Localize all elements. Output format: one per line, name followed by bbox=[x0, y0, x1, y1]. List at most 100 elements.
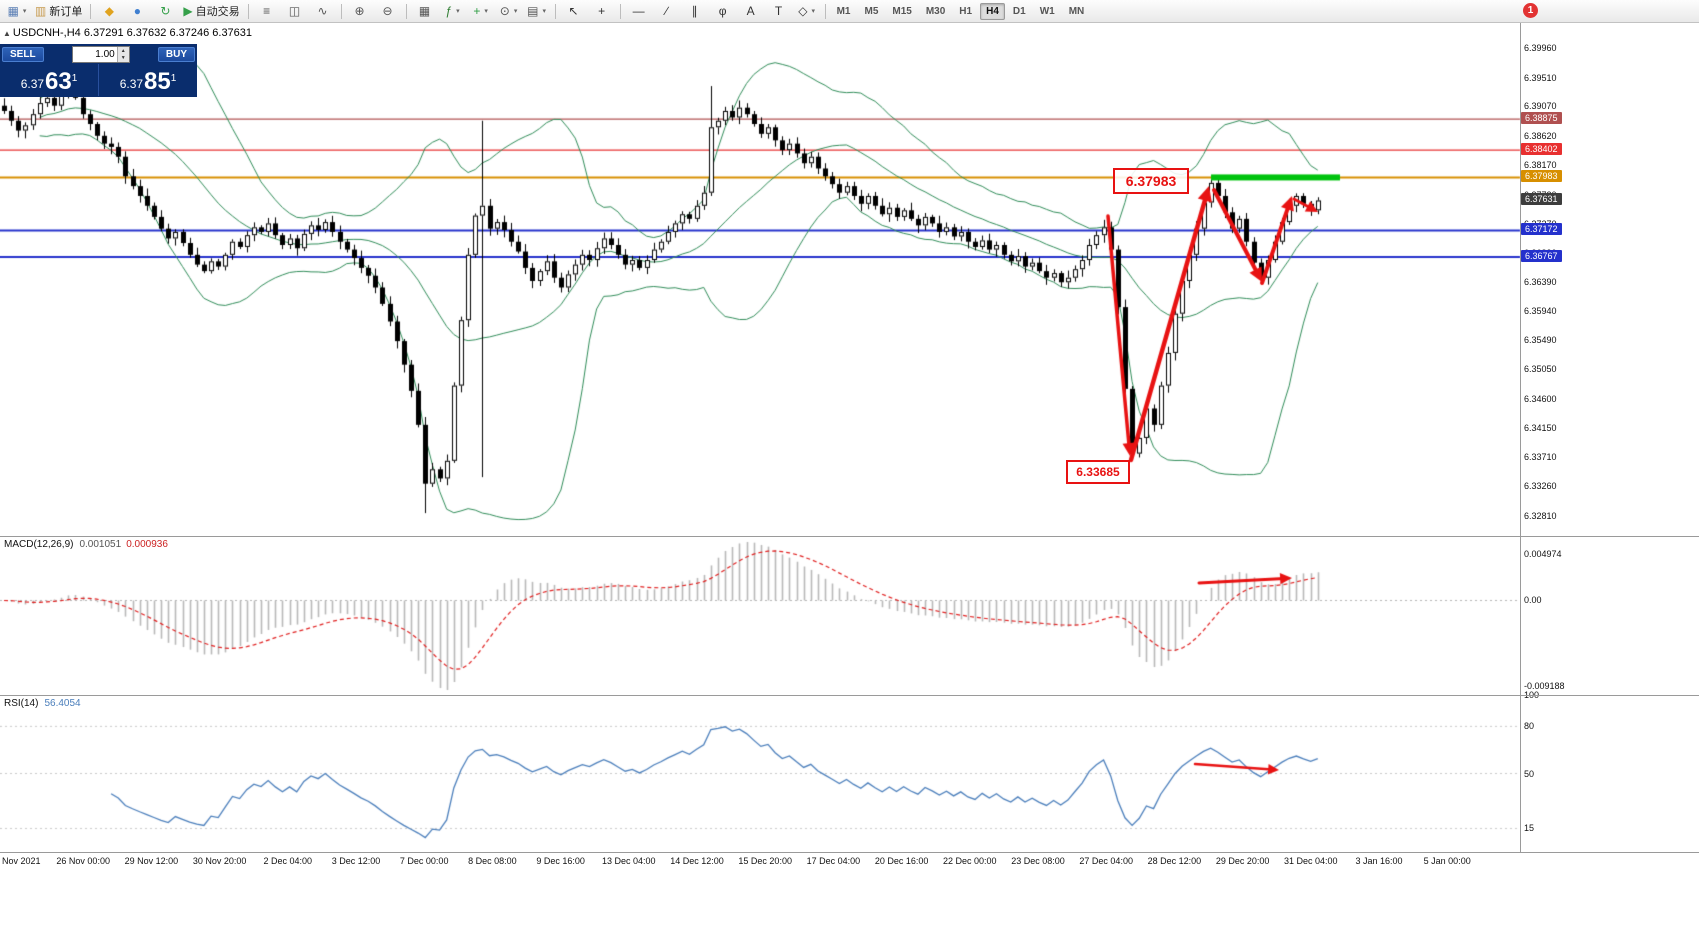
tile-windows-icon[interactable]: ▦ bbox=[411, 1, 439, 21]
chevron-down-icon: ▾ bbox=[456, 8, 460, 15]
periods-icon[interactable]: ⊙ ▾ bbox=[495, 1, 523, 21]
price-tick: 6.33260 bbox=[1524, 481, 1557, 492]
notification-badge[interactable]: 1 bbox=[1523, 3, 1538, 18]
trendline-icon[interactable]: ∕ bbox=[653, 1, 681, 21]
channel-icon[interactable]: ∥ bbox=[681, 1, 709, 21]
price-tick: 6.35940 bbox=[1524, 306, 1557, 317]
volume-input[interactable] bbox=[72, 47, 117, 62]
toolbar: ▦ ▾ ▥ 新订单 ◆ ● ↻ ▶ 自动交易 ≡ ◫ ∿ ⊕ ⊖ ▦ ƒ ▾ + ▾ ⊙ ▾ ▤ ▾ ↖ + ― ∕ ∥ φ A T ◇ ▾ M1… bbox=[0, 0, 1699, 23]
volume-down-button[interactable]: ▼ bbox=[120, 55, 126, 62]
candlestick-chart-icon: ◫ bbox=[288, 4, 301, 18]
price-tick: 6.34150 bbox=[1524, 423, 1557, 434]
zoom-in-icon: ⊕ bbox=[354, 4, 365, 18]
bar-chart-icon[interactable]: ≡ bbox=[253, 1, 281, 21]
chart-marker-icon: ▲ bbox=[3, 29, 11, 38]
time-tick: 27 Dec 04:00 bbox=[1079, 856, 1133, 866]
autotrading-button: ▶ bbox=[183, 4, 193, 18]
community-icon[interactable]: ↻ bbox=[151, 1, 179, 21]
crosshair-icon: + bbox=[598, 4, 606, 18]
crosshair-icon[interactable]: + bbox=[588, 1, 616, 21]
zoom-out-icon[interactable]: ⊖ bbox=[374, 1, 402, 21]
time-tick: 3 Jan 16:00 bbox=[1355, 856, 1403, 866]
templates-icon: ▤ bbox=[527, 4, 539, 18]
rsi-axis-label: 15 bbox=[1524, 823, 1535, 834]
hline-icon[interactable]: ― bbox=[625, 1, 653, 21]
sell-price-button[interactable]: 6.37 63 1 bbox=[20, 68, 78, 95]
time-tick: 2 Dec 04:00 bbox=[263, 856, 313, 866]
price-annotation-high[interactable]: 6.37983 bbox=[1113, 168, 1189, 194]
time-tick: 26 Nov 00:00 bbox=[56, 856, 110, 866]
price-tick: 6.32810 bbox=[1524, 510, 1557, 521]
time-tick: 8 Dec 08:00 bbox=[468, 856, 517, 866]
label-icon[interactable]: T bbox=[765, 1, 793, 21]
time-tick: 29 Dec 20:00 bbox=[1215, 856, 1270, 866]
shapes-icon: ◇ bbox=[798, 4, 808, 18]
macd-axis-label: 0.00 bbox=[1524, 595, 1542, 606]
price-level-badge: 6.36767 bbox=[1521, 249, 1562, 262]
autotrading-button-label: 自动交易 bbox=[195, 6, 240, 18]
profile-icon[interactable]: ● bbox=[123, 1, 151, 21]
timeframe-h4[interactable]: H4 bbox=[980, 2, 1005, 20]
text-icon[interactable]: A bbox=[737, 1, 765, 21]
timeframe-d1[interactable]: D1 bbox=[1012, 5, 1026, 17]
time-axis-line bbox=[0, 852, 1699, 853]
macd-axis-label: 0.004974 bbox=[1524, 549, 1562, 560]
bar-chart-icon: ≡ bbox=[263, 4, 271, 18]
add-indicator-icon[interactable]: + ▾ bbox=[467, 1, 495, 21]
hline-icon: ― bbox=[632, 4, 645, 18]
shapes-icon[interactable]: ◇ ▾ bbox=[793, 1, 821, 21]
fibonacci-icon: φ bbox=[718, 4, 727, 18]
indicators-icon[interactable]: ƒ ▾ bbox=[439, 1, 467, 21]
candlestick-chart-icon[interactable]: ◫ bbox=[281, 1, 309, 21]
time-tick: 31 Dec 04:00 bbox=[1284, 856, 1338, 866]
cursor-icon: ↖ bbox=[568, 4, 579, 18]
new-chart-icon[interactable]: ▦ ▾ bbox=[3, 1, 31, 21]
timeframe-m5[interactable]: M5 bbox=[864, 5, 879, 17]
timeframe-m1[interactable]: M1 bbox=[836, 5, 851, 17]
toolbar-separator bbox=[340, 3, 342, 19]
time-tick: 29 Nov 12:00 bbox=[124, 856, 179, 866]
toolbar-separator bbox=[824, 3, 826, 19]
new-chart-icon: ▦ bbox=[7, 4, 19, 18]
time-tick: 7 Dec 00:00 bbox=[399, 856, 449, 866]
add-indicator-icon: + bbox=[473, 4, 481, 18]
toolbar-separator bbox=[405, 3, 407, 19]
toolbar-separator bbox=[554, 3, 556, 19]
panel-separator-macd[interactable] bbox=[0, 536, 1699, 537]
buy-button[interactable]: BUY bbox=[157, 47, 195, 62]
timeframe-m15[interactable]: M15 bbox=[892, 5, 912, 17]
favorites-icon[interactable]: ◆ bbox=[95, 1, 123, 21]
new-order-button[interactable]: ▥ 新订单 bbox=[31, 1, 86, 21]
cursor-icon[interactable]: ↖ bbox=[560, 1, 588, 21]
buy-price-button[interactable]: 6.37 85 1 bbox=[119, 68, 177, 95]
time-tick: 28 Dec 12:00 bbox=[1147, 856, 1202, 866]
favorites-icon: ◆ bbox=[104, 4, 114, 18]
line-chart-icon[interactable]: ∿ bbox=[309, 1, 337, 21]
periods-icon: ⊙ bbox=[499, 4, 510, 18]
time-tick: 5 Jan 00:00 bbox=[1423, 856, 1471, 866]
price-level-badge: 6.38875 bbox=[1521, 112, 1562, 125]
time-tick: 3 Dec 12:00 bbox=[331, 856, 381, 866]
volume-up-button[interactable]: ▲ bbox=[120, 47, 126, 54]
timeframe-mn[interactable]: MN bbox=[1068, 5, 1085, 17]
fibonacci-icon[interactable]: φ bbox=[709, 1, 737, 21]
zoom-in-icon[interactable]: ⊕ bbox=[346, 1, 374, 21]
sell-button[interactable]: SELL bbox=[2, 47, 44, 62]
panel-separator-rsi[interactable] bbox=[0, 695, 1699, 696]
price-level-badge: 6.37172 bbox=[1521, 223, 1562, 236]
chevron-down-icon: ▾ bbox=[484, 8, 488, 15]
rsi-indicator-header: RSI(14) 56.4054 bbox=[4, 698, 81, 709]
macd-axis-label: -0.009188 bbox=[1524, 680, 1565, 691]
timeframe-h1[interactable]: H1 bbox=[959, 5, 973, 17]
price-annotation-low[interactable]: 6.33685 bbox=[1066, 460, 1130, 484]
templates-icon[interactable]: ▤ ▾ bbox=[523, 1, 551, 21]
community-icon: ↻ bbox=[160, 4, 171, 18]
timeframe-w1[interactable]: W1 bbox=[1039, 5, 1055, 17]
price-level-badge: 6.38402 bbox=[1521, 143, 1562, 156]
timeframe-m30[interactable]: M30 bbox=[925, 5, 946, 17]
autotrading-button[interactable]: ▶ 自动交易 bbox=[179, 1, 243, 21]
new-order-button: ▥ bbox=[35, 4, 47, 18]
price-level-badge: 6.37983 bbox=[1521, 170, 1562, 183]
